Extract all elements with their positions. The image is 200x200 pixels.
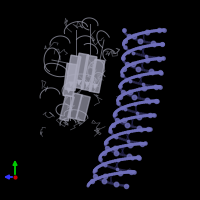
Polygon shape: [68, 93, 82, 119]
Polygon shape: [76, 95, 90, 121]
Polygon shape: [65, 55, 81, 91]
Polygon shape: [81, 55, 97, 91]
Polygon shape: [60, 95, 74, 121]
Polygon shape: [73, 53, 89, 89]
Polygon shape: [63, 63, 77, 97]
Polygon shape: [89, 59, 105, 93]
